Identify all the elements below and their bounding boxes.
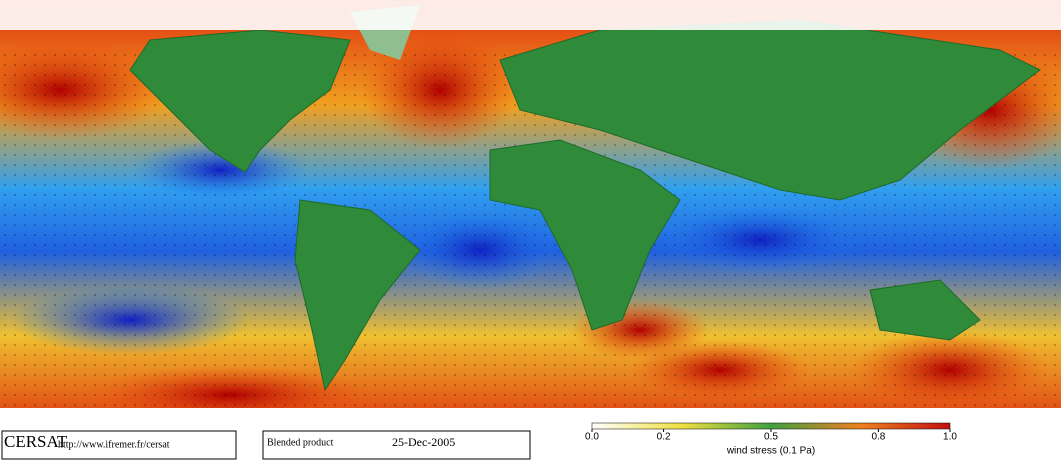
colorbar-tick-label: 0.0 <box>585 432 599 443</box>
logo-box <box>1 430 237 460</box>
logo: CERSAT <box>4 432 68 451</box>
url: http://www.ifremer.fr/cersat <box>58 439 170 450</box>
product-box <box>262 430 531 460</box>
colorbar-tick-label: 0.8 <box>871 432 885 443</box>
colorbar-tick-label: 0.2 <box>657 432 671 443</box>
colorbar <box>591 422 951 430</box>
colorbar-label: wind stress (0.1 Pa) <box>726 446 815 457</box>
colorbar-tick-label: 0.5 <box>764 432 778 443</box>
product: Blended product <box>267 437 334 448</box>
map-area <box>0 0 1061 425</box>
date: 25-Dec-2005 <box>392 435 455 449</box>
colorbar-tick-label: 1.0 <box>943 432 957 443</box>
